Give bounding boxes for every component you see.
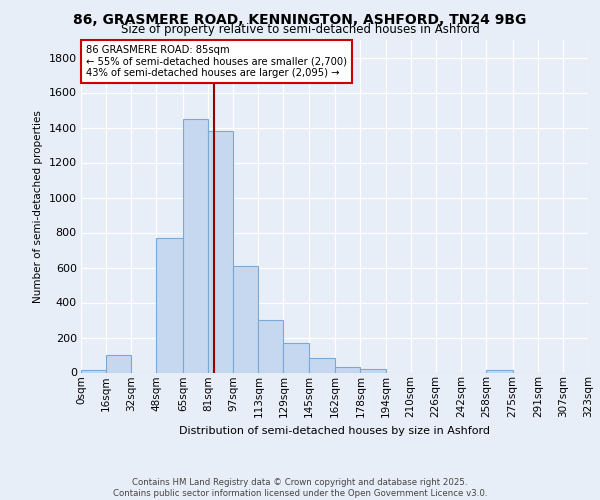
Bar (308, 358, 335, 372)
Bar (157, 238, 183, 372)
Text: 86, GRASMERE ROAD, KENNINGTON, ASHFORD, TN24 9BG: 86, GRASMERE ROAD, KENNINGTON, ASHFORD, … (73, 12, 527, 26)
Bar (335, 367, 361, 372)
Bar (183, 118, 208, 372)
Bar (208, 131, 233, 372)
Text: Size of property relative to semi-detached houses in Ashford: Size of property relative to semi-detach… (121, 22, 479, 36)
Y-axis label: Number of semi-detached properties: Number of semi-detached properties (33, 110, 43, 302)
Bar (283, 343, 308, 372)
Text: Contains HM Land Registry data © Crown copyright and database right 2025.
Contai: Contains HM Land Registry data © Crown c… (113, 478, 487, 498)
Text: 86 GRASMERE ROAD: 85sqm
← 55% of semi-detached houses are smaller (2,700)
43% of: 86 GRASMERE ROAD: 85sqm ← 55% of semi-de… (86, 46, 347, 78)
Bar (81, 370, 106, 372)
Bar (106, 355, 131, 372)
Bar (259, 320, 283, 372)
Bar (361, 369, 386, 372)
Bar (486, 370, 512, 372)
X-axis label: Distribution of semi-detached houses by size in Ashford: Distribution of semi-detached houses by … (179, 426, 490, 436)
Bar (233, 266, 259, 372)
